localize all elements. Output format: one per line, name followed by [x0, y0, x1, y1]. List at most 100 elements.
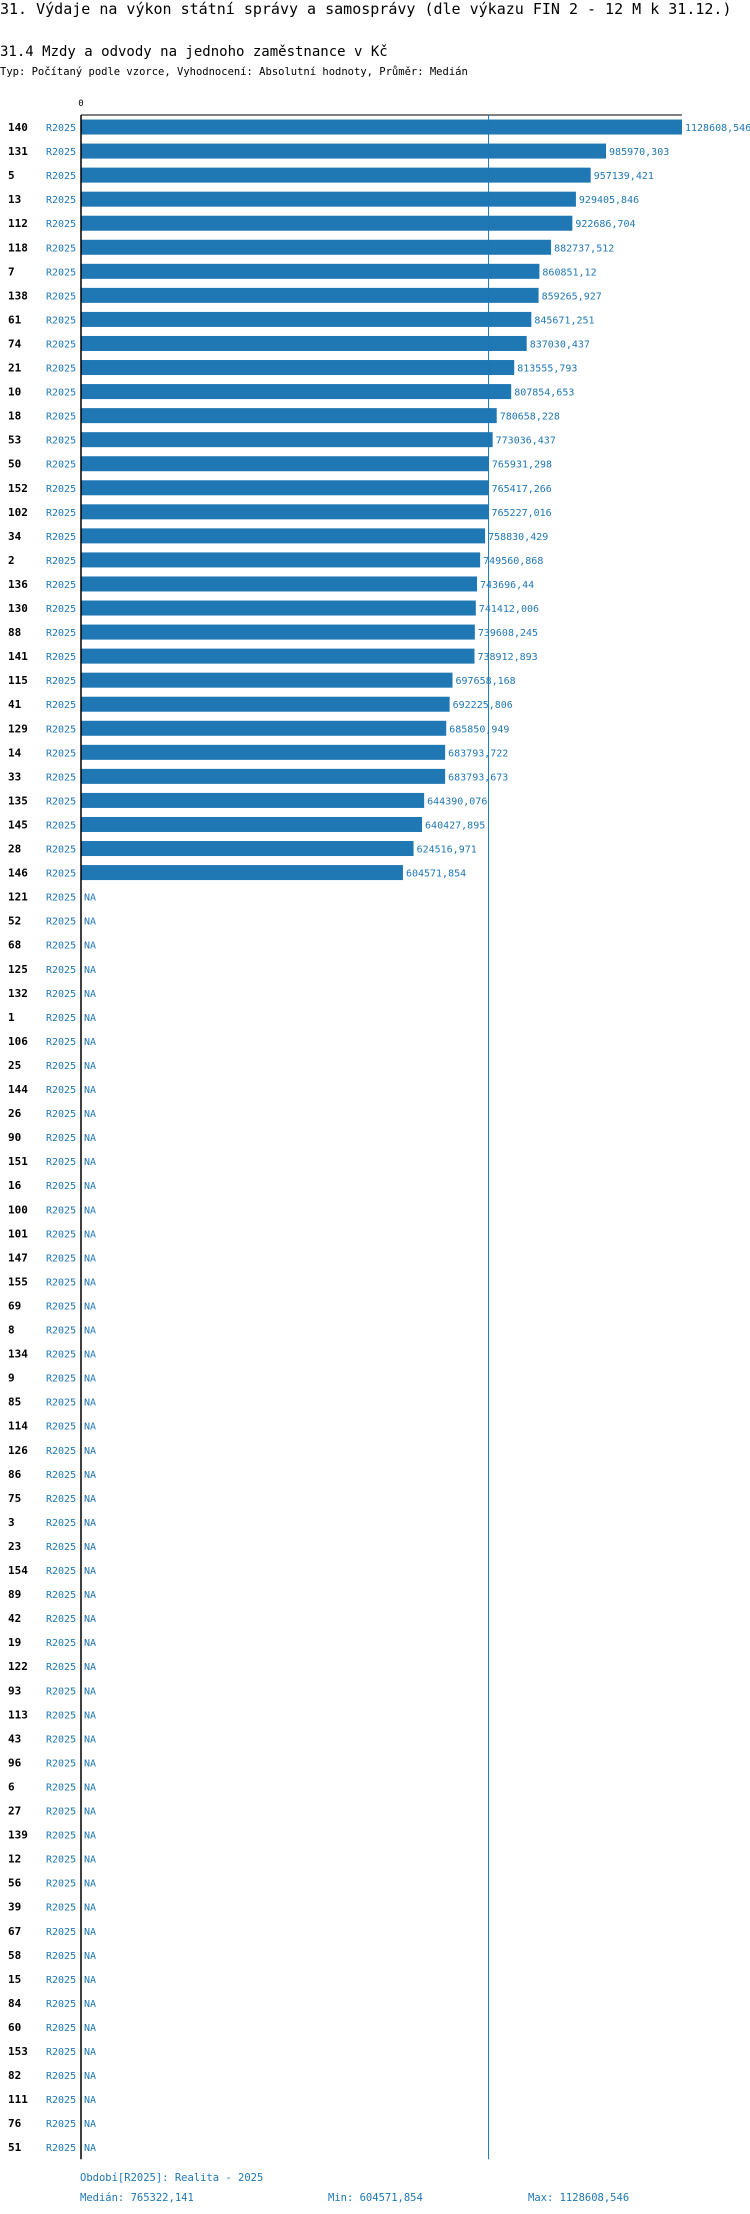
row-id-label: 153: [8, 2045, 28, 2058]
row-id-label: 74: [8, 337, 22, 350]
row-period-label: R2025: [46, 1374, 76, 1385]
row-period-label: R2025: [46, 604, 76, 615]
na-label: NA: [84, 2095, 96, 2106]
na-label: NA: [84, 941, 96, 952]
row-id-label: 68: [8, 939, 21, 952]
row-id-label: 23: [8, 1540, 21, 1553]
bar-value-label: 1128608,546: [685, 123, 750, 134]
bar-value-label: 604571,854: [406, 869, 466, 880]
na-label: NA: [84, 1470, 96, 1481]
row-period-label: R2025: [46, 1205, 76, 1216]
footer-max: Max: 1128608,546: [528, 2192, 630, 2204]
na-label: NA: [84, 1807, 96, 1818]
row-period-label: R2025: [46, 339, 76, 350]
row-period-label: R2025: [46, 315, 76, 326]
na-label: NA: [84, 989, 96, 1000]
na-label: NA: [84, 1879, 96, 1890]
row-period-label: R2025: [46, 1542, 76, 1553]
bar: [81, 480, 489, 496]
row-period-label: R2025: [46, 1758, 76, 1769]
bar-value-label: 765227,016: [491, 508, 551, 519]
row-period-label: R2025: [46, 676, 76, 687]
chart-subtitle: 31.4 Mzdy a odvody na jednoho zaměstnanc…: [0, 44, 388, 60]
bar: [81, 335, 527, 351]
row-id-label: 85: [8, 1396, 21, 1409]
na-label: NA: [84, 1758, 96, 1769]
bar: [81, 215, 573, 231]
row-period-label: R2025: [46, 460, 76, 471]
row-period-label: R2025: [46, 580, 76, 591]
row-period-label: R2025: [46, 845, 76, 856]
row-period-label: R2025: [46, 628, 76, 639]
bar: [81, 239, 552, 255]
row-id-label: 16: [8, 1179, 22, 1192]
bar: [81, 552, 481, 568]
bar: [81, 311, 532, 327]
row-id-label: 151: [8, 1155, 28, 1168]
axis-zero-label: 0: [78, 99, 83, 109]
row-period-label: R2025: [46, 700, 76, 711]
row-period-label: R2025: [46, 1061, 76, 1072]
row-id-label: 42: [8, 1612, 21, 1625]
na-label: NA: [84, 1374, 96, 1385]
row-id-label: 121: [8, 891, 28, 904]
row-id-label: 82: [8, 2069, 21, 2082]
row-period-label: R2025: [46, 436, 76, 447]
row-id-label: 140: [8, 121, 28, 134]
bar-value-label: 860851,12: [542, 267, 596, 278]
row-period-label: R2025: [46, 1253, 76, 1264]
row-id-label: 8: [8, 1324, 15, 1337]
bar: [81, 672, 453, 688]
row-id-label: 144: [8, 1083, 28, 1096]
na-label: NA: [84, 1229, 96, 1240]
row-id-label: 33: [8, 770, 21, 783]
bar-value-label: 859265,927: [542, 291, 602, 302]
row-id-label: 154: [8, 1564, 28, 1577]
footer-min: Min: 604571,854: [328, 2192, 423, 2204]
row-period-label: R2025: [46, 1879, 76, 1890]
bar: [81, 263, 540, 279]
row-period-label: R2025: [46, 267, 76, 278]
row-id-label: 6: [8, 1780, 15, 1793]
row-period-label: R2025: [46, 1710, 76, 1721]
row-period-label: R2025: [46, 2095, 76, 2106]
row-id-label: 146: [8, 867, 28, 880]
bar: [81, 696, 450, 712]
row-period-label: R2025: [46, 1638, 76, 1649]
row-id-label: 28: [8, 843, 21, 856]
row-id-label: 13: [8, 193, 21, 206]
row-id-label: 102: [8, 506, 28, 519]
row-period-label: R2025: [46, 1133, 76, 1144]
row-period-label: R2025: [46, 1398, 76, 1409]
row-id-label: 88: [8, 626, 21, 639]
row-period-label: R2025: [46, 1013, 76, 1024]
na-label: NA: [84, 1181, 96, 1192]
row-period-label: R2025: [46, 748, 76, 759]
bar: [81, 528, 486, 544]
row-id-label: 147: [8, 1251, 28, 1264]
row-period-label: R2025: [46, 123, 76, 134]
bar: [81, 143, 607, 159]
na-label: NA: [84, 2047, 96, 2058]
bar: [81, 744, 446, 760]
row-period-label: R2025: [46, 1782, 76, 1793]
row-period-label: R2025: [46, 1975, 76, 1986]
bar-value-label: 922686,704: [575, 219, 635, 230]
row-period-label: R2025: [46, 941, 76, 952]
row-period-label: R2025: [46, 724, 76, 735]
na-label: NA: [84, 1903, 96, 1914]
na-label: NA: [84, 1446, 96, 1457]
row-id-label: 51: [8, 2141, 22, 2154]
bar: [81, 576, 478, 592]
na-label: NA: [84, 965, 96, 976]
row-period-label: R2025: [46, 1590, 76, 1601]
page-title: 31. Výdaje na výkon státní správy a samo…: [0, 0, 732, 18]
row-id-label: 76: [8, 2117, 22, 2130]
row-period-label: R2025: [46, 1662, 76, 1673]
na-label: NA: [84, 1518, 96, 1529]
row-id-label: 106: [8, 1035, 28, 1048]
bar-value-label: 765931,298: [492, 460, 552, 471]
row-id-label: 118: [8, 241, 28, 254]
na-label: NA: [84, 2071, 96, 2082]
row-period-label: R2025: [46, 1999, 76, 2010]
